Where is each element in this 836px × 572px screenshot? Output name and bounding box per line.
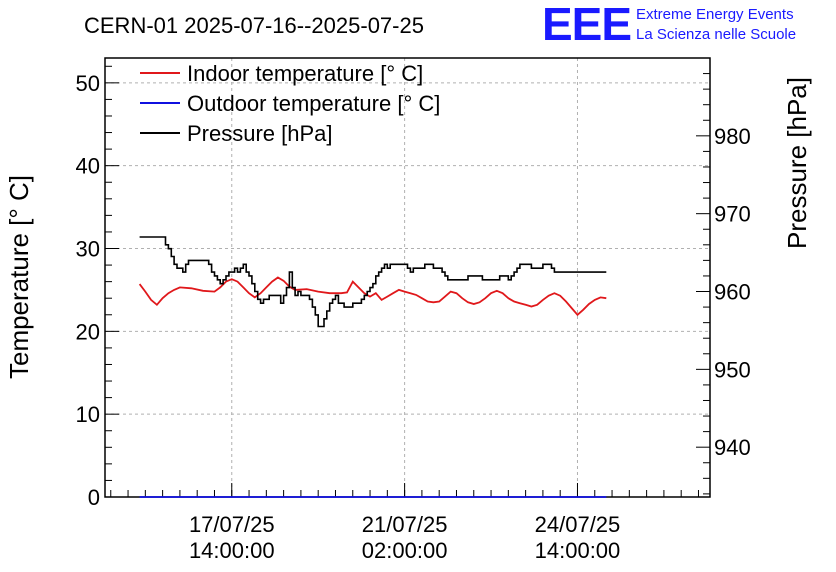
series-layer bbox=[138, 236, 607, 498]
chart-title: CERN-01 2025-07-16--2025-07-25 bbox=[84, 13, 424, 38]
tick-label-y: 30 bbox=[76, 237, 100, 262]
eee-logo-line2: La Scienza nelle Scuole bbox=[636, 26, 796, 43]
tick-label-x-date: 21/07/25 bbox=[362, 512, 448, 537]
tick-label-y2: 980 bbox=[714, 124, 751, 149]
tick-label-x-time: 14:00:00 bbox=[189, 538, 275, 563]
tick-label-x-date: 24/07/25 bbox=[535, 512, 621, 537]
tick-label-y: 20 bbox=[76, 319, 100, 344]
legend: Indoor temperature [° C] Outdoor temperat… bbox=[140, 61, 440, 146]
tick-label-y2: 940 bbox=[714, 435, 751, 460]
tick-label-y: 50 bbox=[76, 71, 100, 96]
tick-label-x-time: 14:00:00 bbox=[535, 538, 621, 563]
grid bbox=[105, 58, 710, 497]
eee-logo: EEE Extreme Energy Events La Scienza nel… bbox=[542, 0, 796, 50]
tick-label-x-date: 17/07/25 bbox=[189, 512, 275, 537]
series-indoor-temperature-c bbox=[138, 276, 607, 317]
tick-label-y: 40 bbox=[76, 154, 100, 179]
tick-label-y2: 970 bbox=[714, 202, 751, 227]
tick-label-x-time: 02:00:00 bbox=[362, 538, 448, 563]
legend-label: Pressure [hPa] bbox=[187, 121, 333, 146]
legend-label: Indoor temperature [° C] bbox=[187, 61, 423, 86]
eee-logo-line1: Extreme Energy Events bbox=[636, 6, 794, 23]
tick-label-y2: 950 bbox=[714, 357, 751, 382]
y2-axis-label: Pressure [hPa] bbox=[782, 77, 812, 249]
tick-label-y: 0 bbox=[88, 485, 100, 510]
tick-label-y2: 960 bbox=[714, 280, 751, 305]
legend-label: Outdoor temperature [° C] bbox=[187, 91, 440, 116]
eee-logo-mark: EEE bbox=[542, 0, 631, 50]
y-axis-label: Temperature [° C] bbox=[4, 175, 34, 379]
tick-label-y: 10 bbox=[76, 402, 100, 427]
axis-ticks: 0102030405094095096097098017/07/2514:00:… bbox=[76, 65, 751, 563]
series-pressure-hpa bbox=[139, 236, 607, 328]
